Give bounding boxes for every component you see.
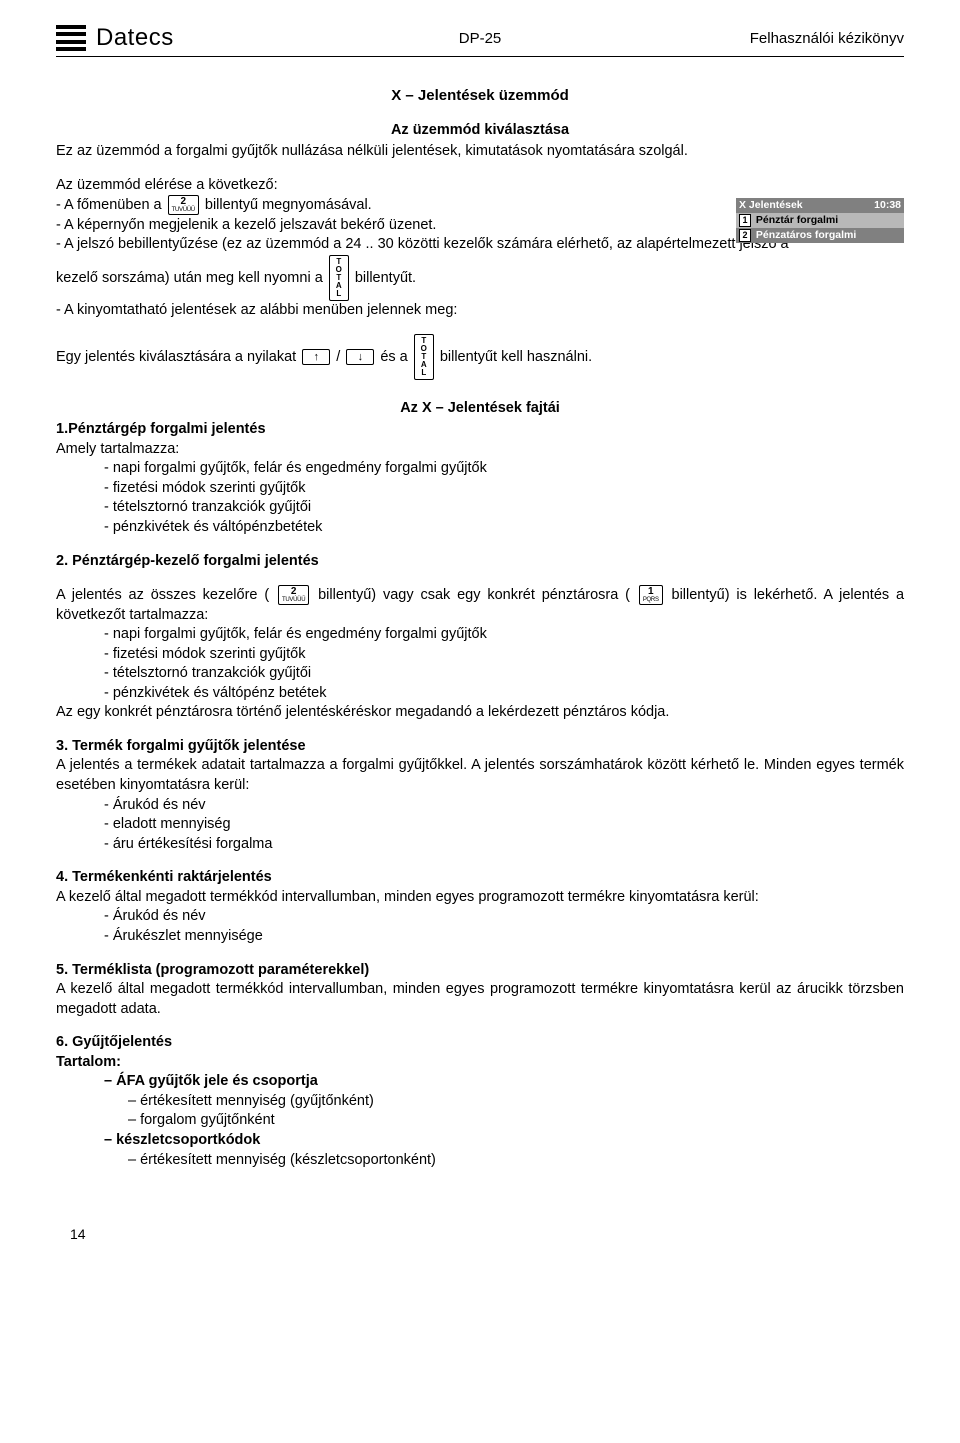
- page-number: 14: [70, 1226, 86, 1242]
- s6-lead: Tartalom:: [56, 1053, 904, 1073]
- s1-item: - tételsztornó tranzakciók gyűjtői: [56, 498, 904, 518]
- text: A jelentés az összes kezelőre (: [56, 587, 269, 603]
- key-down-arrow-icon: ↓: [346, 349, 374, 365]
- s5-title: 5. Terméklista (programozott paraméterek…: [56, 961, 904, 981]
- page: Datecs DP-25 Felhasználói kézikönyv X – …: [0, 0, 960, 1260]
- sub-title: Az üzemmód kiválasztása: [56, 122, 904, 138]
- key-bot: PQRS: [643, 597, 659, 603]
- access-line2: - A képernyőn megjelenik a kezelő jelsza…: [56, 216, 616, 236]
- s3-p: A jelentés a termékek adatait tartalmazz…: [56, 756, 904, 795]
- page-header: Datecs DP-25 Felhasználói kézikönyv: [56, 24, 904, 57]
- text: /: [336, 349, 344, 365]
- s2-tail: Az egy konkrét pénztárosra történő jelen…: [56, 703, 904, 723]
- key-bot: TUVÚÜŰ: [282, 597, 305, 603]
- access-title: Az üzemmód elérése a következő:: [56, 176, 616, 196]
- key-top: 2: [282, 587, 305, 597]
- s6-g2: – készletcsoportkódok: [56, 1131, 904, 1151]
- key-1-icon: 1PQRS: [639, 585, 663, 605]
- text: billentyű) vagy csak egy konkrét pénztár…: [318, 587, 630, 603]
- text: Egy jelentés kiválasztására a nyilakat: [56, 349, 300, 365]
- intro-text: Ez az üzemmód a forgalmi gyűjtők nullázá…: [56, 142, 904, 162]
- key-total-icon: TOTAL: [414, 334, 434, 380]
- key-up-arrow-icon: ↑: [302, 349, 330, 365]
- lcd-title: X Jelentések: [739, 199, 803, 212]
- brand-name: Datecs: [96, 24, 174, 52]
- s1-item: - fizetési módok szerinti gyűjtők: [56, 479, 904, 499]
- s2-p1: A jelentés az összes kezelőre ( 2TUVÚÜŰ …: [56, 585, 904, 625]
- text: és a: [380, 349, 411, 365]
- lcd-row-1: 1 Pénztár forgalmi: [736, 213, 904, 228]
- lcd-row-num: 1: [739, 214, 751, 227]
- lcd-header: X Jelentések 10:38: [736, 198, 904, 213]
- s1-title: 1.Pénztárgép forgalmi jelentés: [56, 420, 904, 440]
- main-title: X – Jelentések üzemmód: [56, 87, 904, 104]
- s5-p: A kezelő által megadott termékkód interv…: [56, 980, 904, 1019]
- model-name: DP-25: [459, 30, 502, 47]
- lcd-row-num: 2: [739, 229, 751, 242]
- s4-item: - Árukészlet mennyisége: [56, 927, 904, 947]
- s3-item: - Árukód és név: [56, 796, 904, 816]
- text: billentyű megnyomásával.: [205, 197, 372, 213]
- s3-item: - áru értékesítési forgalma: [56, 835, 904, 855]
- key-total-icon: TOTAL: [329, 255, 349, 301]
- doc-title: Felhasználói kézikönyv: [750, 30, 904, 47]
- access-line3b: kezelő sorszáma) után meg kell nyomni a …: [56, 255, 904, 301]
- access-line5: Egy jelentés kiválasztására a nyilakat ↑…: [56, 334, 904, 380]
- s6-g1a: – értékesített mennyiség (gyűjtőnként): [56, 1092, 904, 1112]
- s1-item: - napi forgalmi gyűjtők, felár és engedm…: [56, 459, 904, 479]
- types-title: Az X – Jelentések fajtái: [56, 400, 904, 416]
- s2-item: - napi forgalmi gyűjtők, felár és engedm…: [56, 625, 904, 645]
- s6-title: 6. Gyűjtőjelentés: [56, 1033, 904, 1053]
- s2-item: - pénzkivétek és váltópénz betétek: [56, 684, 904, 704]
- lcd-time: 10:38: [874, 199, 901, 212]
- text: - A főmenüben a: [56, 197, 166, 213]
- s2-title: 2. Pénztárgép-kezelő forgalmi jelentés: [56, 552, 904, 572]
- access-line1: - A főmenüben a 2TUVÚÜŰ billentyű megnyo…: [56, 195, 616, 215]
- s6-g1b: – forgalom gyűjtőnként: [56, 1111, 904, 1131]
- text: billentyűt kell használni.: [440, 349, 592, 365]
- key-top: 1: [643, 587, 659, 597]
- lcd-row-2: 2 Pénzatáros forgalmi: [736, 228, 904, 243]
- text: kezelő sorszáma) után meg kell nyomni a: [56, 269, 327, 285]
- lcd-row-label: Pénzatáros forgalmi: [756, 229, 856, 241]
- key-2-icon: 2TUVÚÜŰ: [278, 585, 309, 605]
- access-block: Az üzemmód elérése a következő: - A főme…: [56, 176, 616, 236]
- s2-item: - fizetési módok szerinti gyűjtők: [56, 645, 904, 665]
- key-top: 2: [172, 197, 195, 207]
- s4-item: - Árukód és név: [56, 907, 904, 927]
- access-line4: - A kinyomtatható jelentések az alábbi m…: [56, 301, 904, 321]
- s3-title: 3. Termék forgalmi gyűjtők jelentése: [56, 737, 904, 757]
- datecs-logo-icon: [56, 25, 86, 51]
- s3-item: - eladott mennyiség: [56, 815, 904, 835]
- text: billentyűt.: [355, 269, 416, 285]
- s2-item: - tételsztornó tranzakciók gyűjtői: [56, 664, 904, 684]
- s6-g1: – ÁFA gyűjtők jele és csoportja: [56, 1072, 904, 1092]
- lcd-display: X Jelentések 10:38 1 Pénztár forgalmi 2 …: [736, 198, 904, 243]
- s4-title: 4. Termékenkénti raktárjelentés: [56, 868, 904, 888]
- s1-item: - pénzkivétek és váltópénzbetétek: [56, 518, 904, 538]
- s4-p: A kezelő által megadott termékkód interv…: [56, 888, 904, 908]
- key-bot: TUVÚÜŰ: [172, 207, 195, 213]
- s6-g2a: – értékesített mennyiség (készletcsoport…: [56, 1151, 904, 1171]
- lcd-row-label: Pénztár forgalmi: [756, 214, 838, 226]
- key-2-icon: 2TUVÚÜŰ: [168, 195, 199, 215]
- s1-lead: Amely tartalmazza:: [56, 440, 904, 460]
